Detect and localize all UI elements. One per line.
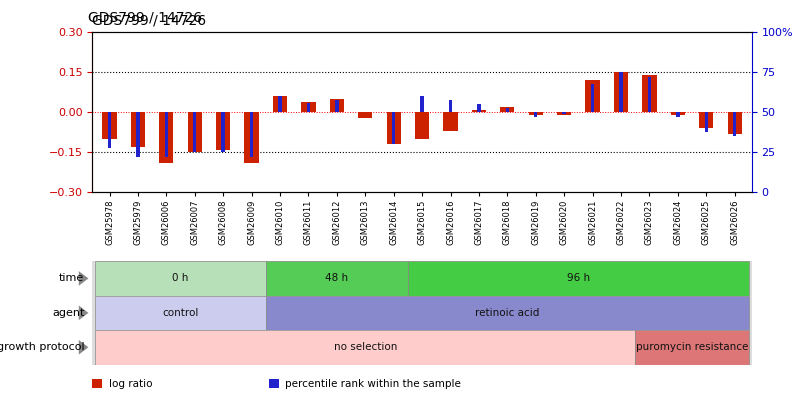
- Bar: [675, 112, 679, 117]
- Bar: [505, 108, 508, 112]
- Text: log ratio: log ratio: [108, 379, 152, 389]
- Bar: [165, 112, 168, 157]
- Bar: [407, 261, 748, 296]
- Bar: [448, 100, 451, 112]
- Bar: [266, 261, 407, 296]
- Bar: [307, 103, 310, 112]
- Bar: [272, 96, 287, 112]
- Text: growth protocol: growth protocol: [0, 342, 84, 352]
- Text: puromycin resistance: puromycin resistance: [635, 342, 748, 352]
- Text: retinoic acid: retinoic acid: [475, 308, 539, 318]
- Bar: [187, 112, 202, 152]
- Bar: [96, 330, 634, 364]
- Bar: [301, 102, 315, 112]
- Bar: [193, 112, 196, 152]
- Bar: [533, 112, 536, 117]
- Bar: [699, 112, 712, 128]
- Bar: [499, 107, 514, 112]
- Text: GDS799 / 14726: GDS799 / 14726: [88, 10, 202, 24]
- Bar: [159, 112, 173, 163]
- Text: 96 h: 96 h: [566, 273, 589, 283]
- Bar: [703, 112, 707, 132]
- Bar: [562, 112, 565, 114]
- Bar: [414, 112, 429, 139]
- Bar: [727, 112, 741, 134]
- Bar: [618, 72, 622, 112]
- Bar: [634, 330, 748, 364]
- Bar: [471, 110, 486, 112]
- Bar: [216, 112, 230, 150]
- Bar: [357, 112, 372, 118]
- Text: agent: agent: [52, 308, 84, 318]
- Bar: [613, 72, 627, 112]
- Bar: [647, 77, 650, 112]
- Text: time: time: [59, 273, 84, 283]
- Bar: [392, 112, 395, 144]
- Bar: [96, 296, 266, 330]
- Bar: [386, 112, 400, 144]
- Bar: [102, 112, 116, 139]
- Bar: [556, 112, 571, 115]
- Bar: [585, 80, 599, 112]
- Text: GDS799 / 14726: GDS799 / 14726: [92, 13, 206, 27]
- Bar: [670, 112, 684, 115]
- Text: 0 h: 0 h: [172, 273, 189, 283]
- Bar: [278, 96, 281, 112]
- Bar: [528, 112, 542, 115]
- Bar: [443, 112, 457, 131]
- Bar: [250, 112, 253, 157]
- Bar: [335, 100, 338, 112]
- Bar: [732, 112, 736, 136]
- Bar: [642, 75, 656, 112]
- Bar: [590, 83, 593, 112]
- Text: no selection: no selection: [333, 342, 397, 352]
- Text: control: control: [162, 308, 198, 318]
- Bar: [329, 99, 344, 112]
- Bar: [477, 104, 480, 112]
- Bar: [221, 112, 225, 152]
- Bar: [266, 296, 748, 330]
- Bar: [420, 96, 423, 112]
- Bar: [108, 112, 111, 147]
- Text: percentile rank within the sample: percentile rank within the sample: [285, 379, 461, 389]
- Text: 48 h: 48 h: [325, 273, 348, 283]
- Bar: [244, 112, 259, 163]
- Bar: [136, 112, 140, 157]
- Bar: [96, 261, 266, 296]
- Bar: [131, 112, 145, 147]
